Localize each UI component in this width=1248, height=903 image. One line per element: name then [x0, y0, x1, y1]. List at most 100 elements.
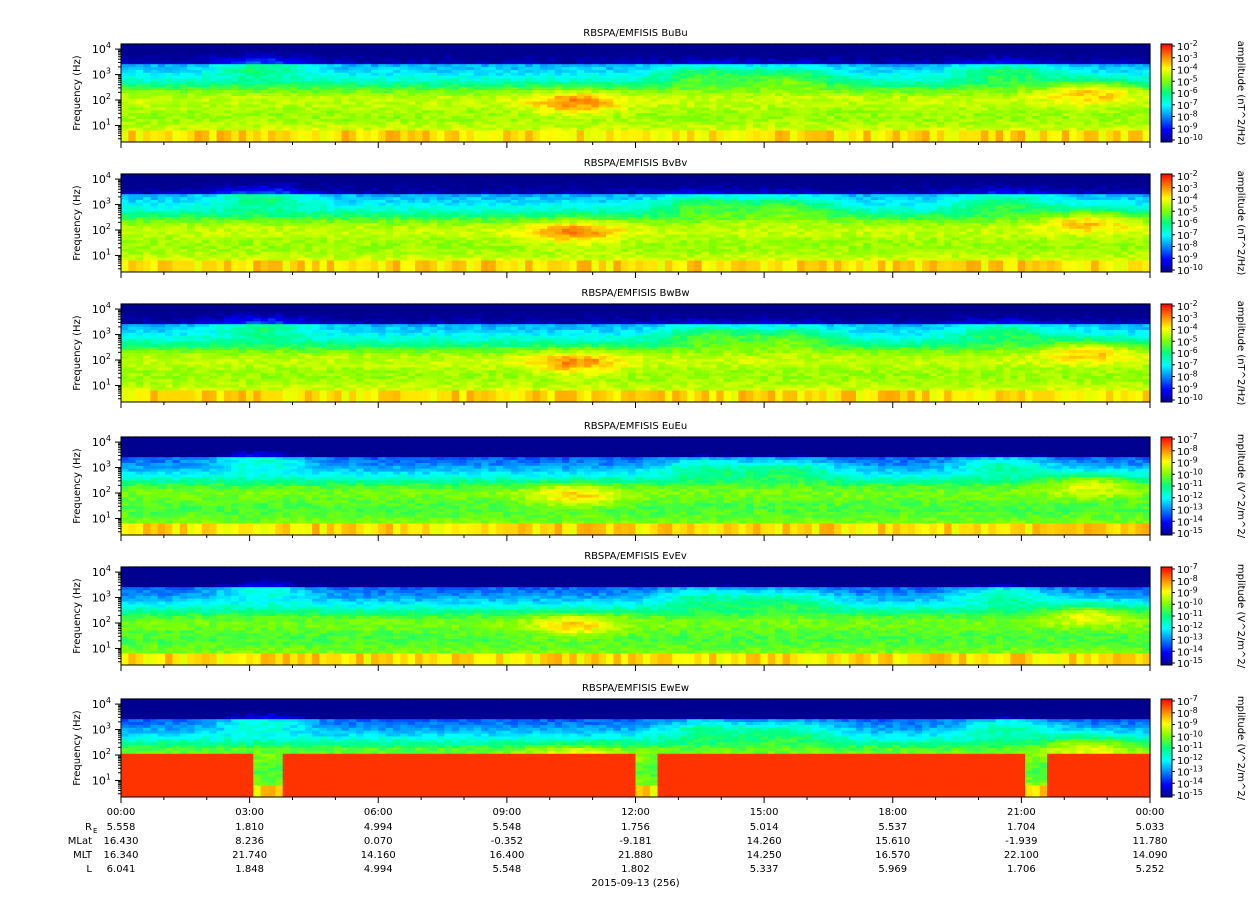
y-tick-label: 102 — [92, 485, 111, 500]
colorbar-tick-label: 10-10 — [1177, 393, 1203, 407]
y-tick-label: 103 — [92, 67, 111, 82]
colorbar-label: mplitude (V^2/m^2/ — [1235, 564, 1246, 669]
ephemeris-label: MLat — [68, 836, 92, 847]
ephemeris-value: 0.070 — [364, 836, 393, 847]
x-tick-label: 00:00 — [1136, 807, 1165, 818]
panel-title: RBSPA/EMFISIS BuBu — [583, 28, 687, 39]
colorbar — [1161, 699, 1172, 797]
ephemeris-value: 5.548 — [493, 822, 522, 833]
x-tick-label: 09:00 — [492, 807, 521, 818]
y-axis-label: Frequency (Hz) — [72, 55, 83, 131]
y-tick-label: 101 — [92, 117, 111, 132]
y-tick-label: 103 — [92, 327, 111, 342]
y-tick-label: 104 — [92, 41, 111, 56]
ephemeris-value: 11.780 — [1133, 836, 1168, 847]
colorbar — [1161, 304, 1172, 402]
x-tick-label: 18:00 — [878, 807, 907, 818]
ephemeris-value: 5.337 — [750, 864, 779, 875]
panel-title: RBSPA/EMFISIS EwEw — [582, 683, 689, 694]
panel-2: RBSPA/EMFISIS BvBv101102103104Frequency … — [72, 158, 1246, 278]
y-tick-label: 101 — [92, 772, 111, 787]
ephemeris-value: 21.880 — [618, 850, 653, 861]
y-tick-label: 104 — [92, 434, 111, 449]
ephemeris-label: L — [86, 864, 92, 875]
y-axis-label: Frequency (Hz) — [72, 315, 83, 391]
y-tick-label: 103 — [92, 197, 111, 212]
y-tick-label: 104 — [92, 301, 111, 316]
ephemeris-value: 1.706 — [1007, 864, 1036, 875]
ephemeris-value: 1.756 — [621, 822, 650, 833]
ephemeris-value: 5.252 — [1136, 864, 1165, 875]
colorbar — [1161, 437, 1172, 535]
x-tick-label: 00:00 — [107, 807, 136, 818]
colorbar-label: amplitude (nT^2/Hz) — [1235, 171, 1246, 276]
x-tick-label: 21:00 — [1007, 807, 1036, 818]
panel-title: RBSPA/EMFISIS BwBw — [581, 288, 689, 299]
panel-title: RBSPA/EMFISIS EvEv — [584, 551, 687, 562]
y-tick-label: 101 — [92, 510, 111, 525]
ephemeris-value: 5.537 — [878, 822, 907, 833]
ephemeris-value: 1.704 — [1007, 822, 1036, 833]
y-tick-label: 102 — [92, 747, 111, 762]
panel-6: RBSPA/EMFISIS EwEw101102103104Frequency … — [72, 683, 1246, 803]
date-label: 2015-09-13 (256) — [591, 878, 679, 889]
ephemeris-value: -9.181 — [619, 836, 651, 847]
y-axis-label: Frequency (Hz) — [72, 578, 83, 654]
ephemeris-value: 5.014 — [750, 822, 779, 833]
ephemeris-label: MLT — [73, 850, 93, 861]
colorbar-tick-label: 10-10 — [1177, 263, 1203, 277]
colorbar — [1161, 44, 1172, 142]
ephemeris-label: R — [85, 822, 92, 833]
ephemeris-label-sub: E — [93, 827, 97, 835]
colorbar-label: mplitude (V^2/m^2/ — [1235, 434, 1246, 539]
y-axis-label: Frequency (Hz) — [72, 448, 83, 524]
ephemeris-value: 14.250 — [747, 850, 782, 861]
panel-title: RBSPA/EMFISIS EuEu — [584, 421, 687, 432]
ephemeris-value: 8.236 — [235, 836, 264, 847]
ephemeris-value: -1.939 — [1005, 836, 1037, 847]
panel-4: RBSPA/EMFISIS EuEu 101 102 103 104 Frequency … — [72, 421, 1246, 541]
x-tick-label: 12:00 — [621, 807, 650, 818]
y-tick-label: 104 — [92, 564, 111, 579]
x-tick-label: 06:00 — [364, 807, 393, 818]
colorbar-tick-label: 10-15 — [1177, 656, 1203, 670]
ephemeris-value: -0.352 — [491, 836, 523, 847]
colorbar-tick-label: 10-10 — [1177, 133, 1203, 147]
y-axis-label: Frequency (Hz) — [72, 185, 83, 261]
colorbar-label: amplitude (nT^2/Hz) — [1235, 301, 1246, 406]
ephemeris-value: 16.570 — [875, 850, 910, 861]
y-tick-label: 101 — [92, 377, 111, 392]
y-tick-label: 103 — [92, 460, 111, 475]
panel-title: RBSPA/EMFISIS BvBv — [584, 158, 688, 169]
ephemeris-value: 5.548 — [493, 864, 522, 875]
ephemeris-value: 21.740 — [232, 850, 267, 861]
spectrogram-image — [121, 43, 1151, 142]
panel-5: RBSPA/EMFISIS EvEv101102103104Frequency … — [72, 551, 1246, 671]
ephemeris-value: 16.340 — [104, 850, 139, 861]
ephemeris-value: 14.090 — [1133, 850, 1168, 861]
ephemeris-value: 5.033 — [1136, 822, 1165, 833]
y-tick-label: 102 — [92, 92, 111, 107]
ephemeris-value: 14.260 — [747, 836, 782, 847]
colorbar-label: amplitude (nT^2/Hz) — [1235, 41, 1246, 146]
x-tick-label: 03:00 — [235, 807, 264, 818]
colorbar — [1161, 174, 1172, 272]
ephemeris-value: 16.430 — [104, 836, 139, 847]
y-tick-label: 103 — [92, 722, 111, 737]
y-axis-label: Frequency (Hz) — [72, 710, 83, 786]
y-tick-label: 103 — [92, 590, 111, 605]
ephemeris-value: 1.810 — [235, 822, 264, 833]
colorbar — [1161, 567, 1172, 665]
ephemeris-value: 1.802 — [621, 864, 650, 875]
y-tick-label: 104 — [92, 171, 111, 186]
colorbar-tick-label: 10-15 — [1177, 526, 1203, 540]
y-tick-label: 101 — [92, 640, 111, 655]
spectrogram-image — [121, 173, 1151, 272]
ephemeris-value: 5.969 — [878, 864, 907, 875]
spectrogram-image — [121, 698, 1151, 797]
colorbar-label: mplitude (V^2/m^2/ — [1235, 696, 1246, 801]
panel-1: RBSPA/EMFISIS BuBu 101 102 103 104 Frequency … — [72, 28, 1246, 148]
